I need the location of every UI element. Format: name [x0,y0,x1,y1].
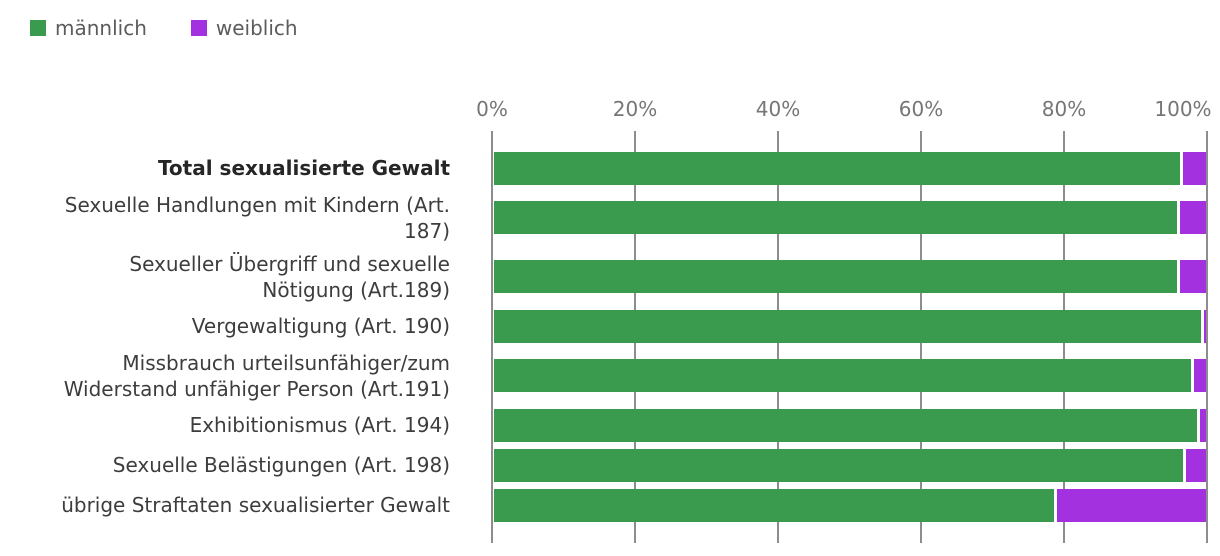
bar-segment-maennlich[interactable] [494,260,1177,293]
category-label: Sexuelle Belästigungen (Art. 198) [112,453,450,477]
bar-segment-maennlich[interactable] [494,448,1184,482]
plot-area: Total sexualisierte Gewalt Sexuelle Handl… [0,131,1220,543]
x-axis-tick-label: 60% [898,97,944,121]
category-label: Vergewaltigung (Art. 190) [191,314,450,338]
category-label: übrige Straftaten sexualisierter Gewalt [61,493,450,517]
chart-row: Total sexualisierte Gewalt [0,148,1220,188]
x-axis: 0% 20% 40% 60% 80% 100% [476,96,1211,122]
bar-track [492,201,1206,234]
bar-segment-maennlich[interactable] [494,408,1198,442]
legend-item-weiblich[interactable]: weiblich [190,16,298,40]
chart-row: übrige Straftaten sexualisierter Gewalt [0,485,1220,525]
bar-segment-weiblich[interactable] [1176,201,1206,234]
category-label: Exhibitionismus (Art. 194) [189,413,450,437]
bar-segment-weiblich[interactable] [1197,408,1206,442]
bar-segment-maennlich[interactable] [494,201,1177,234]
bar-track [492,408,1206,442]
bar-rows: Total sexualisierte Gewalt Sexuelle Handl… [0,148,1220,525]
chart-row: Missbrauch urteilsunfähiger/zum Widersta… [0,346,1220,405]
bar-segment-weiblich[interactable] [1183,448,1206,482]
chart-row: Vergewaltigung (Art. 190) [0,306,1220,346]
legend-swatch-weiblich-icon [190,20,207,36]
bar-segment-weiblich[interactable] [1180,151,1206,185]
category-label: Sexueller Übergriff und sexuelle Nötigun… [129,251,450,302]
bar-track [492,151,1206,185]
gridline [1206,131,1208,543]
bar-track [492,359,1206,392]
bar-segment-maennlich[interactable] [494,359,1192,392]
bar-track [492,488,1206,522]
x-axis-tick-label: 0% [476,97,508,121]
bar-track [492,309,1206,343]
chart-row: Sexueller Übergriff und sexuelle Nötigun… [0,247,1220,306]
legend: männlich weiblich [30,18,1220,38]
legend-label-weiblich: weiblich [215,16,298,40]
bar-segment-maennlich[interactable] [494,151,1181,185]
bar-segment-weiblich[interactable] [1176,260,1206,293]
bar-segment-weiblich[interactable] [1201,309,1206,343]
x-axis-tick-label: 40% [755,97,801,121]
bar-segment-weiblich[interactable] [1191,359,1206,392]
chart-row: Sexuelle Belästigungen (Art. 198) [0,445,1220,485]
chart-row: Exhibitionismus (Art. 194) [0,405,1220,445]
x-axis-tick-label: 80% [1041,97,1087,121]
category-label: Sexuelle Handlungen mit Kindern (Art. 18… [64,192,450,243]
x-axis-tick-label: 20% [612,97,658,121]
legend-label-maennlich: männlich [55,16,147,40]
bar-segment-weiblich[interactable] [1053,488,1206,522]
chart-row: Sexuelle Handlungen mit Kindern (Art. 18… [0,188,1220,247]
bar-segment-maennlich[interactable] [494,309,1202,343]
bar-track [492,448,1206,482]
category-label: Total sexualisierte Gewalt [157,156,450,180]
legend-swatch-maennlich-icon [30,20,46,36]
gridline [491,131,493,543]
legend-item-maennlich[interactable]: männlich [30,18,147,38]
x-axis-tick-label: 100% [1154,97,1212,121]
bar-segment-maennlich[interactable] [494,488,1054,522]
category-label: Missbrauch urteilsunfähiger/zum Widersta… [63,350,450,401]
bar-track [492,260,1206,293]
